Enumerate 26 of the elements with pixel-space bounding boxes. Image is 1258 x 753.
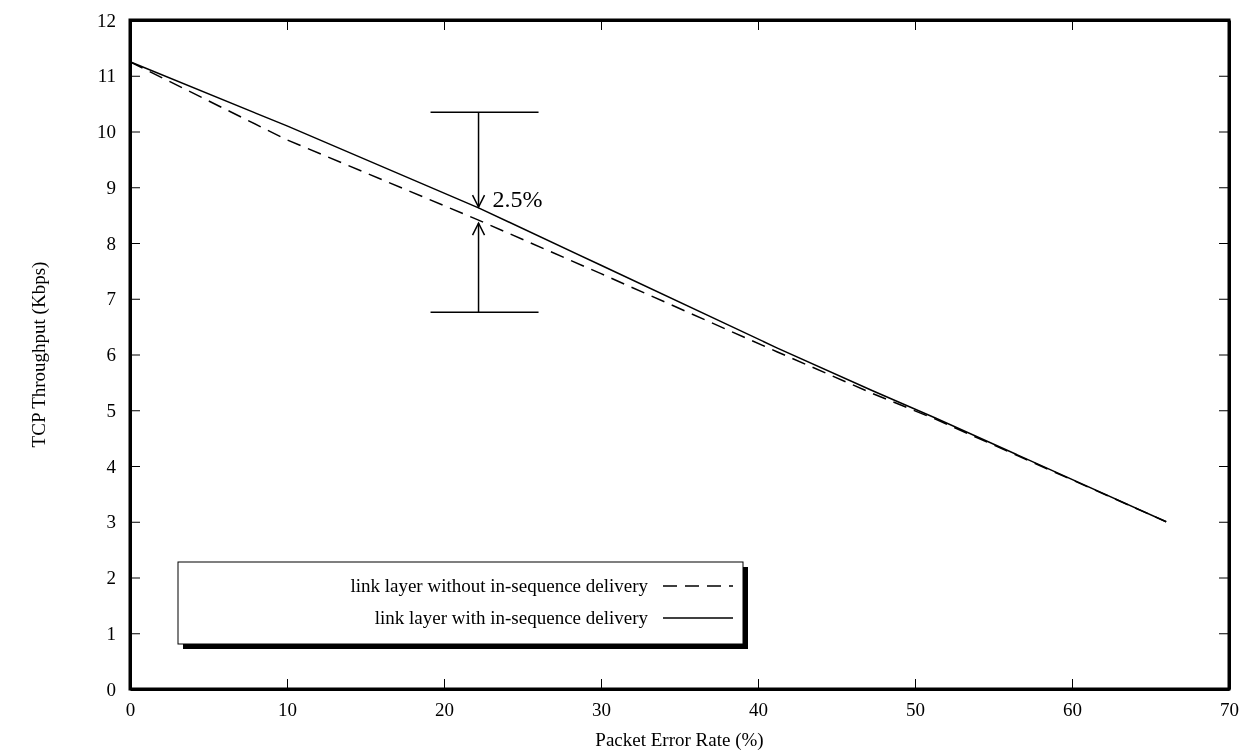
y-tick-label: 8 <box>106 232 116 254</box>
x-tick-label: 0 <box>125 699 136 721</box>
annotation: 2.5% <box>492 186 543 213</box>
y-tick-label: 4 <box>106 455 117 477</box>
y-tick-label: 11 <box>97 65 116 87</box>
legend-label: link layer with in-sequence delivery <box>374 607 649 628</box>
x-tick-label: 20 <box>435 699 454 721</box>
y-tick-label: 3 <box>106 511 116 533</box>
y-axis-title: TCP Throughput (Kbps) <box>28 261 50 448</box>
y-tick-label: 12 <box>97 9 116 31</box>
x-tick-label: 10 <box>278 699 297 721</box>
legend-label: link layer without in-sequence delivery <box>350 575 649 596</box>
x-tick-label: 60 <box>1063 699 1082 721</box>
x-tick-label: 70 <box>1220 699 1239 721</box>
x-axis-title: Packet Error Rate (%) <box>595 729 764 751</box>
y-tick-label: 1 <box>106 622 116 644</box>
y-tick-label: 7 <box>106 288 116 310</box>
x-tick-label: 50 <box>906 699 925 721</box>
y-tick-label: 6 <box>106 344 116 366</box>
y-tick-label: 5 <box>106 399 116 421</box>
y-tick-label: 0 <box>106 678 116 700</box>
y-tick-label: 2 <box>106 567 116 589</box>
x-tick-label: 30 <box>592 699 611 721</box>
y-tick-label: 9 <box>106 176 116 198</box>
x-tick-label: 40 <box>749 699 768 721</box>
y-tick-label: 10 <box>97 121 116 143</box>
